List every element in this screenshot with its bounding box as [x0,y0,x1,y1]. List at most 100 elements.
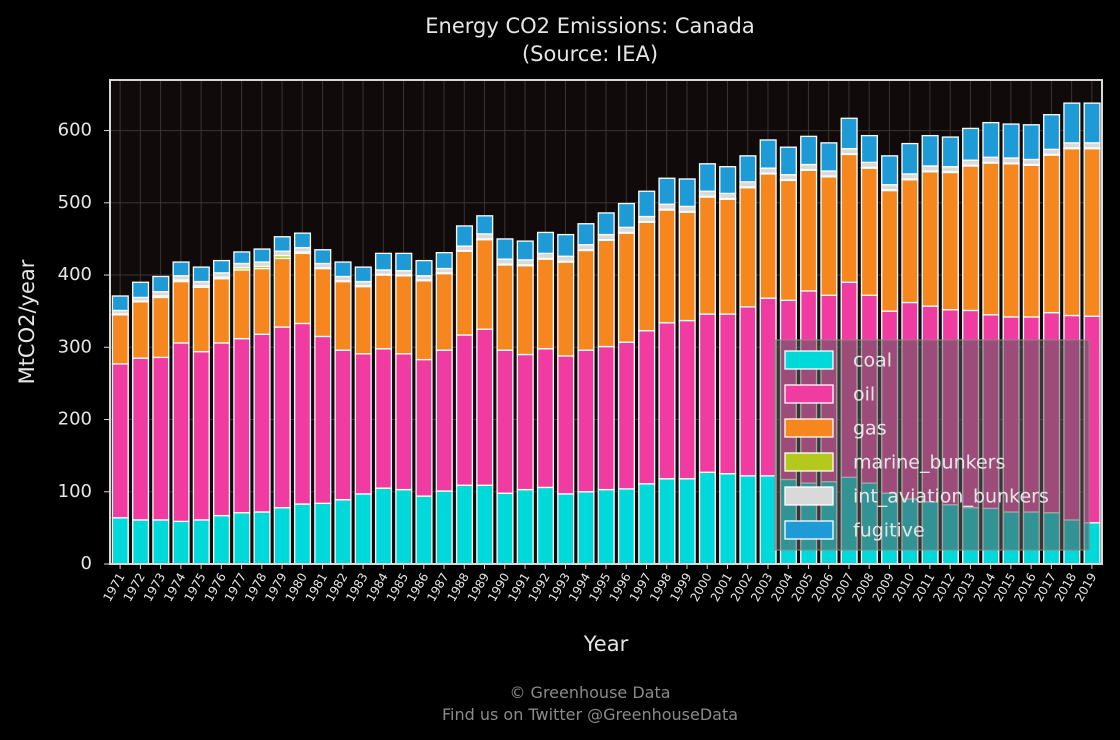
bar-fugitive-2018 [1063,102,1081,144]
y-tick-label: 300 [58,336,92,357]
x-tick-label: 2019 [1072,571,1099,604]
bar-fugitive-1993 [557,233,575,257]
bar-gas-1984 [374,274,393,350]
bar-gas-2012 [941,171,959,311]
bar-fugitive-2005 [800,135,818,166]
bar-gas-2006 [820,176,838,296]
y-axis-label: MtCO2/year [15,259,39,384]
bar-fugitive-1973 [152,275,170,293]
bar-gas-2001 [719,198,737,315]
legend-label-coal: coal [853,350,892,372]
y-tick-label: 600 [58,120,92,141]
bar-oil-1990 [496,349,514,494]
bar-int_aviation_bunkers-1985 [395,270,413,276]
bar-fugitive-2001 [719,166,737,195]
bar-coal-1983 [354,493,372,565]
bar-oil-1985 [395,353,413,491]
bar-int_aviation_bunkers-2016 [1022,158,1040,166]
bar-int_aviation_bunkers-1998 [658,203,676,210]
bar-gas-1991 [516,265,534,356]
footer-copyright: © Greenhouse Data [509,683,670,702]
y-tick-label: 500 [58,192,92,213]
bar-gas-1982 [334,280,352,351]
bar-gas-1975 [192,286,210,353]
bar-fugitive-1988 [455,225,474,247]
bar-int_aviation_bunkers-1981 [314,262,332,269]
bar-int_aviation_bunkers-2002 [739,181,757,188]
bar-gas-1990 [496,264,514,351]
bar-oil-1974 [172,342,190,523]
bar-coal-1976 [213,514,231,565]
bar-fugitive-1985 [395,252,413,272]
legend-swatch-fugitive [784,520,834,540]
bar-fugitive-1980 [293,232,312,249]
bar-int_aviation_bunkers-1993 [557,255,575,262]
bar-int_aviation_bunkers-1997 [638,215,656,223]
bar-gas-1983 [354,285,372,355]
bar-int_aviation_bunkers-2007 [840,147,858,155]
bar-oil-2000 [698,313,716,473]
bar-fugitive-2007 [840,117,858,150]
bar-int_aviation_bunkers-2008 [860,161,878,169]
bar-gas-1977 [233,269,251,340]
bar-gas-1988 [455,250,474,336]
bar-int_aviation_bunkers-2004 [779,173,797,181]
bar-coal-1982 [334,499,352,565]
bar-gas-2002 [739,186,757,308]
bar-int_aviation_bunkers-2017 [1043,148,1061,156]
y-tick-label: 100 [58,481,92,502]
bar-gas-1997 [638,221,656,332]
bar-fugitive-1981 [314,249,332,265]
legend-swatch-int_aviation_bunkers [784,486,834,506]
legend-label-marine_bunkers: marine_bunkers [853,452,1005,474]
bar-int_aviation_bunkers-1992 [536,252,555,260]
bar-int_aviation_bunkers-1999 [678,205,696,213]
bar-fugitive-2004 [779,146,797,176]
bar-fugitive-2002 [739,155,757,183]
bar-coal-1974 [172,520,190,565]
bar-gas-2009 [881,189,899,312]
bar-gas-2008 [860,167,878,296]
bar-gas-1973 [152,296,170,359]
bar-gas-2004 [779,179,797,301]
bar-fugitive-1998 [658,177,676,205]
bar-int_aviation_bunkers-1989 [476,233,494,240]
legend: coal oil gas marine_bunkers int_aviation_bun… [774,339,1090,551]
bar-int_aviation_bunkers-1974 [172,275,190,281]
bar-gas-1976 [213,278,231,344]
bar-coal-1994 [577,491,595,565]
bar-gas-1995 [597,239,615,348]
bar-gas-2014 [982,162,1000,316]
bar-oil-1977 [233,337,251,514]
bar-fugitive-2017 [1043,114,1061,150]
bar-gas-2013 [962,165,980,312]
bar-int_aviation_bunkers-1991 [516,259,534,266]
bar-int_aviation_bunkers-1979 [273,250,291,257]
bar-fugitive-1992 [536,231,555,255]
bar-int_aviation_bunkers-2006 [820,170,838,177]
bar-fugitive-1976 [213,259,231,274]
legend-swatch-gas [784,418,834,438]
bar-oil-1982 [334,349,352,501]
bar-fugitive-1983 [354,266,372,283]
bar-oil-1988 [455,334,474,486]
bar-coal-1995 [597,488,615,565]
bar-gas-1971 [111,314,129,365]
bar-oil-1980 [293,322,312,505]
legend-label-int_aviation_bunkers: int_aviation_bunkers [853,486,1049,508]
bar-fugitive-1975 [192,266,210,283]
bar-oil-1971 [111,363,129,519]
bar-oil-1989 [476,328,494,486]
bar-fugitive-2011 [921,134,939,167]
bar-gas-1978 [253,267,271,335]
bar-fugitive-1991 [516,240,534,261]
bar-oil-1999 [678,319,696,480]
bar-fugitive-2010 [901,142,919,175]
x-axis: 1971197219731974197519761977197819791980… [100,564,1099,604]
bar-coal-1988 [455,484,474,565]
bar-gas-1999 [678,211,696,322]
bar-coal-1996 [617,488,635,565]
bar-int_aviation_bunkers-2009 [881,184,899,191]
bar-fugitive-1986 [415,259,433,277]
